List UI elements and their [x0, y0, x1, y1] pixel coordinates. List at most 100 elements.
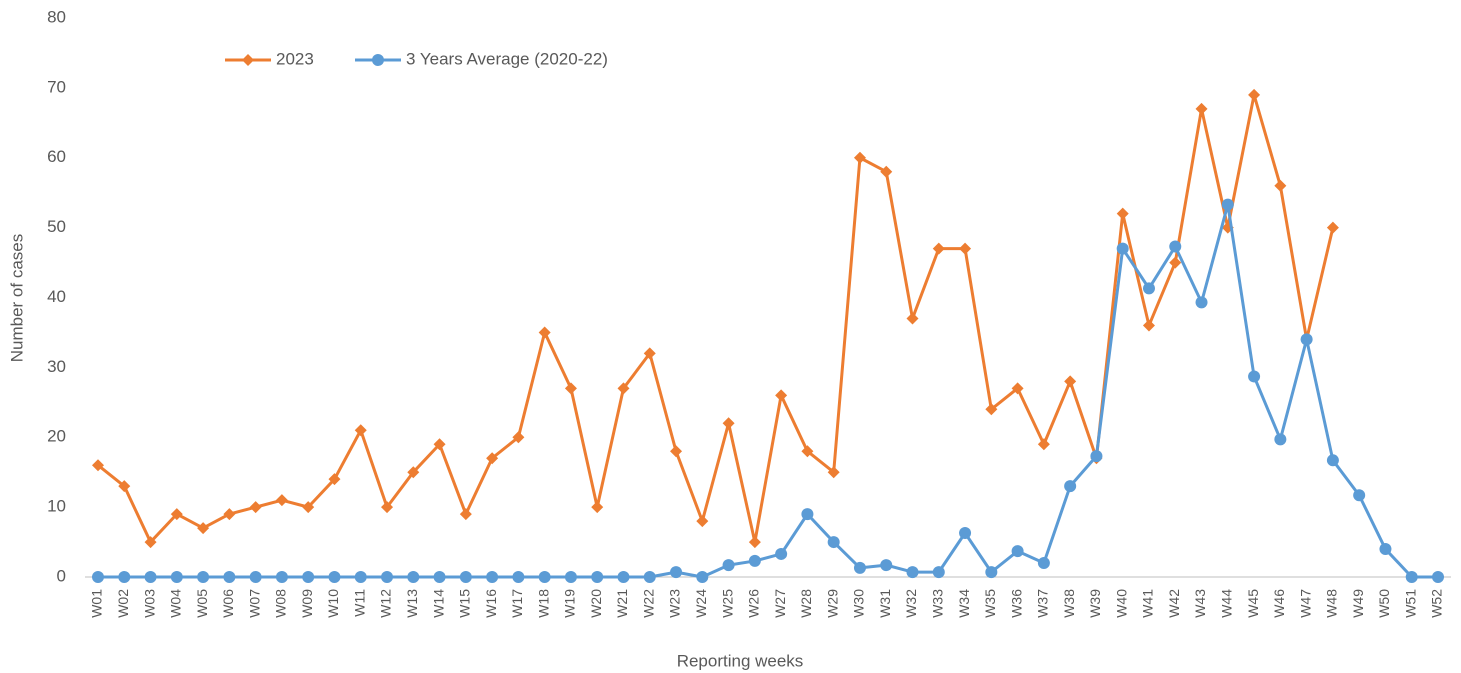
- data-point: [1011, 545, 1024, 558]
- data-point: [1379, 543, 1392, 556]
- x-tick-label: W21: [614, 589, 630, 618]
- x-tick-label: W13: [404, 589, 420, 618]
- data-point: [1142, 282, 1155, 295]
- data-point: [643, 571, 656, 583]
- data-point: [1221, 198, 1234, 211]
- y-tick-label: 10: [47, 497, 66, 516]
- x-tick-label: W35: [982, 589, 998, 618]
- x-tick-label: W27: [772, 589, 788, 618]
- data-point: [1405, 571, 1418, 583]
- data-point: [1195, 296, 1208, 309]
- x-tick-label: W11: [351, 589, 367, 617]
- data-point: [512, 431, 525, 444]
- x-tick-label: W49: [1350, 589, 1366, 618]
- data-point: [407, 466, 420, 479]
- data-point: [118, 571, 131, 583]
- x-tick-label: W23: [667, 589, 683, 618]
- x-tick-label: W47: [1297, 589, 1313, 618]
- x-tick-label: W08: [273, 589, 289, 618]
- data-point: [1274, 433, 1287, 446]
- data-point: [223, 571, 236, 583]
- data-point: [643, 347, 656, 360]
- data-point: [92, 459, 104, 472]
- data-point: [170, 571, 183, 583]
- x-tick-label: W12: [378, 589, 394, 618]
- x-tick-label: W39: [1087, 589, 1103, 618]
- y-axis-title: Number of cases: [7, 234, 26, 363]
- data-point: [1169, 240, 1182, 253]
- data-point: [223, 508, 236, 521]
- data-point: [775, 547, 788, 560]
- data-point: [564, 382, 577, 395]
- x-tick-label: W26: [746, 589, 762, 618]
- data-point: [617, 382, 630, 395]
- y-tick-label: 50: [47, 217, 66, 236]
- data-point: [1116, 207, 1129, 220]
- y-tick-label: 60: [47, 147, 66, 166]
- data-point: [801, 508, 814, 521]
- y-tick-label: 40: [47, 287, 66, 306]
- data-point: [1248, 370, 1261, 383]
- legend-marker: [372, 54, 384, 66]
- data-point: [696, 571, 709, 583]
- y-tick-label: 70: [47, 77, 66, 96]
- x-tick-label: W06: [220, 589, 236, 618]
- data-point: [775, 389, 788, 402]
- y-tick-label: 80: [47, 7, 66, 26]
- x-tick-label: W42: [1166, 589, 1182, 618]
- data-point: [906, 312, 919, 325]
- y-tick-label: 30: [47, 357, 66, 376]
- data-point: [302, 571, 315, 583]
- data-point: [880, 559, 893, 572]
- data-point: [302, 501, 315, 514]
- data-point: [1011, 382, 1024, 395]
- x-tick-label: W44: [1219, 589, 1235, 618]
- data-point: [1064, 480, 1077, 493]
- legend-marker: [242, 54, 254, 66]
- data-point: [617, 571, 630, 583]
- data-point: [538, 571, 551, 583]
- data-point: [1116, 242, 1129, 255]
- data-point: [853, 561, 866, 574]
- x-tick-label: W30: [851, 589, 867, 618]
- x-tick-label: W29: [824, 589, 840, 618]
- data-point: [486, 571, 499, 583]
- data-point: [1326, 454, 1339, 467]
- data-point: [197, 571, 210, 583]
- x-tick-label: W33: [929, 589, 945, 618]
- data-point: [748, 554, 761, 567]
- data-point: [748, 536, 761, 549]
- data-point: [381, 571, 394, 583]
- x-tick-label: W17: [509, 589, 525, 618]
- data-point: [249, 571, 262, 583]
- x-tick-label: W05: [194, 589, 210, 618]
- data-point: [722, 559, 735, 572]
- data-point: [486, 452, 499, 465]
- legend-label: 2023: [276, 49, 314, 68]
- data-point: [328, 473, 341, 486]
- data-point: [1432, 571, 1444, 583]
- data-point: [1274, 179, 1287, 192]
- data-point: [827, 466, 840, 479]
- x-tick-label: W32: [903, 589, 919, 618]
- data-point: [880, 165, 893, 178]
- x-tick-label: W20: [588, 589, 604, 618]
- x-tick-label: W43: [1192, 589, 1208, 618]
- data-point: [696, 515, 709, 528]
- data-point: [354, 424, 367, 437]
- data-point: [275, 494, 288, 507]
- x-tick-label: W37: [1035, 589, 1051, 618]
- x-tick-label: W52: [1429, 589, 1445, 618]
- data-point: [591, 571, 604, 583]
- data-point: [722, 417, 735, 430]
- data-point: [144, 571, 157, 583]
- data-point: [959, 242, 972, 255]
- data-point: [197, 522, 210, 535]
- x-tick-label: W48: [1324, 589, 1340, 618]
- data-point: [459, 571, 472, 583]
- data-point: [853, 151, 866, 164]
- x-tick-label: W34: [956, 589, 972, 618]
- x-tick-label: W02: [115, 589, 131, 618]
- x-tick-label: W18: [535, 589, 551, 618]
